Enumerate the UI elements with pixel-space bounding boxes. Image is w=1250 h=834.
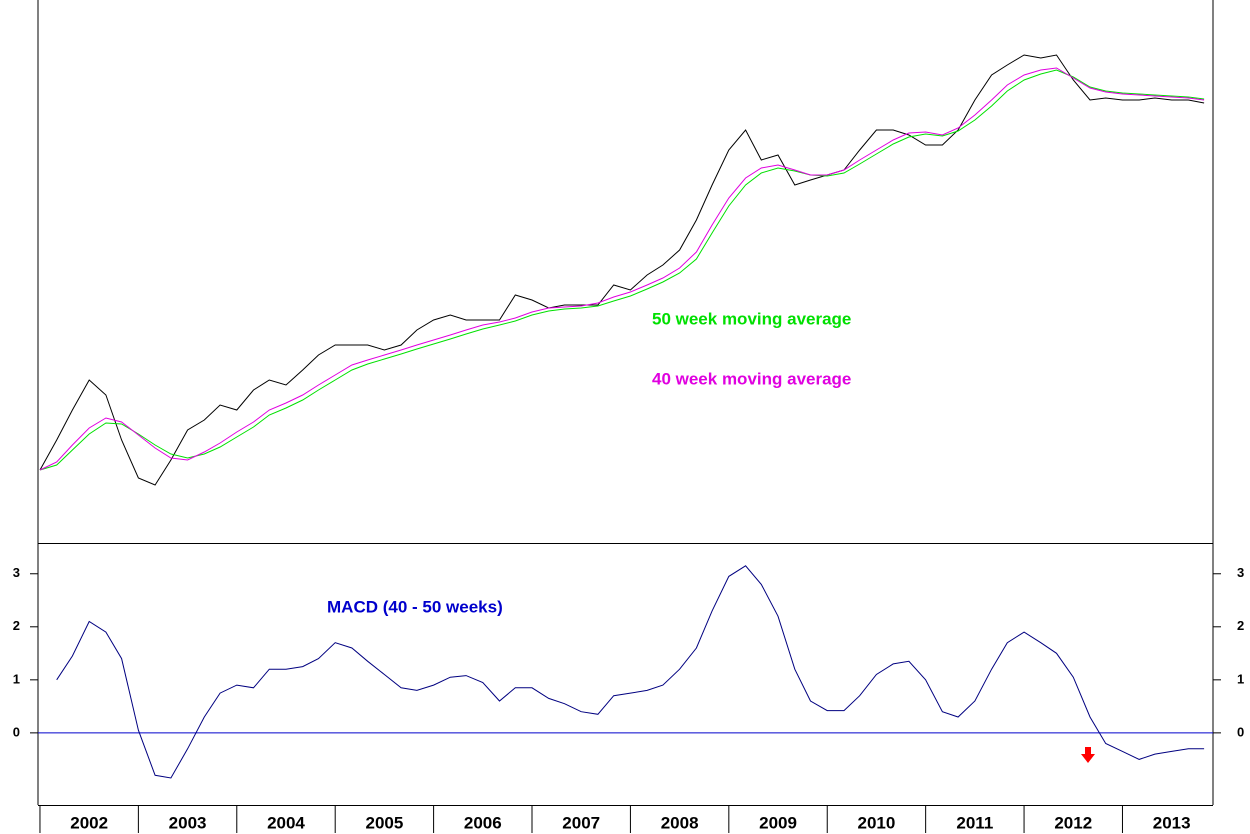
series-line — [39, 67, 1205, 471]
x-tick-label: 2010 — [858, 813, 896, 832]
x-tick-label: 2011 — [956, 813, 993, 832]
x-tick-label: 2003 — [169, 813, 207, 832]
frame — [37, 0, 1214, 806]
series-line — [56, 565, 1205, 779]
y-tick-label: 0 — [13, 724, 20, 739]
y-tick-label: 0 — [1237, 724, 1244, 739]
x-tick-label: 2012 — [1054, 813, 1092, 832]
series-line — [39, 54, 1205, 486]
series-line — [39, 69, 1205, 471]
x-tick-label: 2009 — [759, 813, 797, 832]
y-tick-label: 3 — [13, 565, 20, 580]
annotation: 50 week moving average — [652, 309, 851, 328]
x-tick-label: 2004 — [267, 813, 305, 832]
x-tick-label: 2002 — [70, 813, 108, 832]
y-tick-label: 1 — [1237, 671, 1244, 686]
annotation: MACD (40 - 50 weeks) — [327, 597, 503, 616]
x-tick-label: 2013 — [1153, 813, 1191, 832]
x-tick-label: 2006 — [464, 813, 502, 832]
y-tick-label: 2 — [13, 618, 20, 633]
x-tick-label: 2007 — [562, 813, 600, 832]
y-tick-label: 3 — [1237, 565, 1244, 580]
x-tick-label: 2008 — [661, 813, 699, 832]
sell-arrow — [1081, 747, 1095, 763]
x-tick-label: 2005 — [365, 813, 403, 832]
y-tick-label: 2 — [1237, 618, 1244, 633]
annotation: 40 week moving average — [652, 369, 851, 388]
y-tick-label: 1 — [13, 671, 20, 686]
